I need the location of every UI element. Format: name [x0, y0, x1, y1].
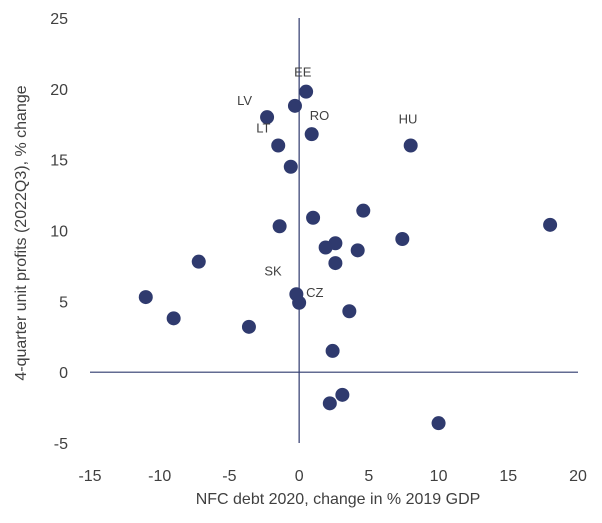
y-tick-label: 25: [50, 11, 68, 28]
point-label-sk: SK: [264, 263, 282, 278]
point-label-ee: EE: [294, 65, 312, 80]
data-point: [328, 256, 343, 271]
data-point: [335, 387, 350, 402]
data-point: [260, 110, 275, 125]
data-point: [395, 232, 410, 246]
data-point: [322, 396, 337, 411]
data-point: [356, 203, 371, 218]
data-point: [318, 240, 333, 255]
data-point: [292, 295, 307, 310]
axes: -15 -10 -5 0 5 10 15 20 -5 0 5 10 15 20 25: [50, 11, 587, 485]
point-labels: EE LV RO LT HU SK CZ: [237, 65, 417, 300]
y-axis-title: 4-quarter unit profits (2022Q3), % chang…: [13, 85, 30, 380]
point-label-cz: CZ: [306, 285, 323, 300]
data-point: [306, 210, 321, 225]
y-tick-label: 0: [59, 365, 68, 382]
data-point: [543, 217, 558, 232]
point-label-ro: RO: [310, 108, 330, 123]
x-tick-label: -5: [222, 468, 236, 485]
data-point: [283, 159, 298, 174]
data-points: [138, 84, 558, 431]
y-tick-label: 20: [50, 82, 68, 99]
x-tick-label: -10: [148, 468, 171, 485]
data-point: [191, 254, 206, 269]
x-tick-label: 15: [499, 468, 517, 485]
data-point: [350, 243, 365, 258]
data-point: [166, 311, 181, 326]
point-label-hu: HU: [399, 112, 418, 127]
data-point: [403, 138, 418, 153]
x-tick-label: 5: [364, 468, 373, 485]
data-point: [271, 138, 286, 153]
x-axis-title: NFC debt 2020, change in % 2019 GDP: [196, 491, 481, 508]
x-tick-label: 10: [430, 468, 448, 485]
x-tick-label: 20: [569, 468, 587, 485]
y-tick-label: 10: [50, 224, 68, 241]
data-point: [342, 304, 357, 319]
data-point: [304, 127, 319, 142]
y-tick-label: 15: [50, 153, 68, 170]
y-tick-label: -5: [54, 436, 68, 453]
data-point: [431, 416, 446, 431]
x-tick-label: -15: [78, 468, 101, 485]
point-label-lt: LT: [256, 121, 270, 136]
data-point: [272, 219, 287, 234]
y-tick-label: 5: [59, 294, 68, 311]
data-point: [138, 290, 153, 305]
data-point: [287, 98, 302, 113]
data-point: [299, 84, 314, 99]
data-point: [325, 343, 340, 358]
data-point: [241, 319, 256, 334]
point-label-lv: LV: [237, 93, 252, 108]
x-tick-label: 0: [295, 468, 304, 485]
